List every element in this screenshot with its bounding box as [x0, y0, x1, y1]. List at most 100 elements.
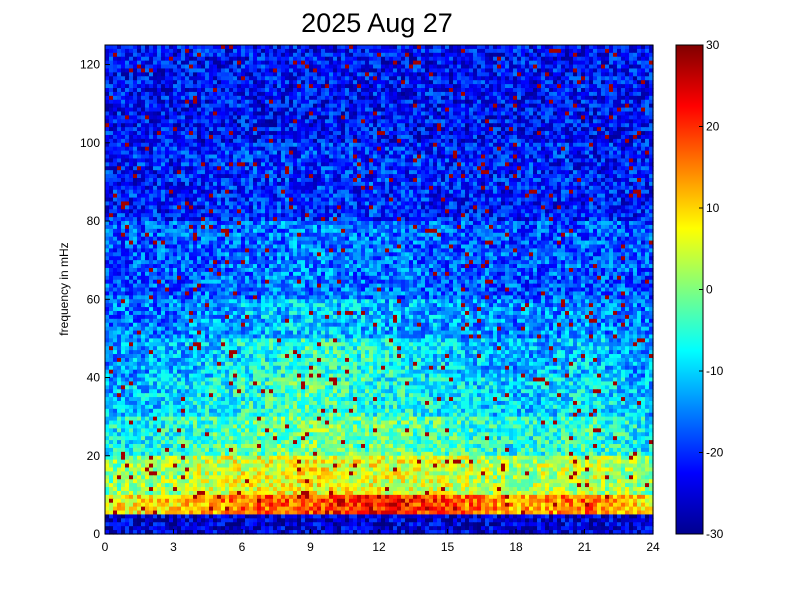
heatmap-cell [509, 178, 514, 183]
heatmap-cell [113, 142, 118, 148]
heatmap-cell [209, 170, 214, 175]
heatmap-cell [513, 107, 518, 113]
heatmap-cell [505, 150, 510, 156]
heatmap-cell [469, 146, 474, 152]
heatmap-cell [253, 107, 258, 113]
heatmap-cell [297, 72, 302, 77]
heatmap-cell [357, 134, 362, 140]
heatmap-cell [649, 119, 654, 124]
heatmap-cell [453, 123, 458, 128]
heatmap-cell [165, 48, 170, 54]
heatmap-cell [265, 123, 270, 128]
heatmap-cell [549, 158, 554, 163]
heatmap-cell [281, 158, 286, 163]
heatmap-cell [525, 107, 530, 113]
heatmap-cell [489, 103, 494, 109]
heatmap-cell [185, 170, 190, 175]
heatmap-cell [189, 174, 194, 179]
heatmap-cell [477, 48, 482, 54]
heatmap-cell [193, 48, 198, 54]
heatmap-cell [201, 154, 206, 160]
heatmap-cell [133, 80, 138, 85]
heatmap-cell [585, 119, 590, 124]
heatmap-cell [493, 99, 498, 105]
heatmap-cell [453, 150, 458, 156]
heatmap-cell [297, 178, 302, 183]
heatmap-cell [269, 142, 274, 148]
heatmap-cell [185, 162, 190, 167]
heatmap-cell [245, 162, 250, 167]
heatmap-cell [245, 91, 250, 97]
heatmap-cell [149, 68, 154, 73]
heatmap-cell [309, 127, 314, 132]
heatmap-cell [605, 88, 610, 93]
heatmap-cell [497, 99, 502, 105]
heatmap-cell [213, 142, 218, 148]
heatmap-cell [189, 154, 194, 160]
heatmap-cell [377, 52, 382, 58]
heatmap-cell [437, 119, 442, 124]
heatmap-cell [241, 45, 246, 50]
heatmap-cell [629, 103, 634, 109]
heatmap-cell [121, 99, 126, 105]
heatmap-cell [581, 119, 586, 124]
heatmap-cell [209, 56, 214, 62]
heatmap-cell [521, 178, 526, 183]
heatmap-cell [629, 123, 634, 128]
heatmap-cell [545, 99, 550, 105]
heatmap-cell [213, 150, 218, 156]
heatmap-cell [213, 170, 218, 175]
heatmap-cell [305, 64, 310, 70]
heatmap-cell [565, 162, 570, 167]
heatmap-cell [565, 68, 570, 73]
heatmap-cell [149, 76, 154, 81]
heatmap-cell [301, 80, 306, 85]
heatmap-cell [545, 56, 550, 62]
heatmap-cell [617, 95, 622, 101]
heatmap-cell [373, 119, 378, 124]
heatmap-cell [201, 80, 206, 85]
heatmap-cell [425, 91, 430, 97]
heatmap-cell [277, 52, 282, 58]
heatmap-cell [357, 150, 362, 156]
heatmap-cell [309, 68, 314, 73]
heatmap-cell [549, 76, 554, 81]
heatmap-cell [565, 178, 570, 183]
heatmap-cell [241, 72, 246, 77]
heatmap-cell [389, 162, 394, 167]
heatmap-cell [541, 76, 546, 81]
heatmap-cell [345, 99, 350, 105]
heatmap-cell [309, 119, 314, 124]
heatmap-cell [609, 48, 614, 54]
heatmap-cell [181, 170, 186, 175]
heatmap-cell [129, 142, 134, 148]
heatmap-cell [613, 170, 618, 175]
heatmap-cell [141, 127, 146, 132]
heatmap-cell [437, 178, 442, 183]
heatmap-cell [109, 64, 114, 70]
heatmap-cell [357, 56, 362, 62]
heatmap-cell [337, 127, 342, 132]
heatmap-cell [201, 131, 206, 136]
heatmap-cell [221, 48, 226, 54]
heatmap-cell [633, 127, 638, 132]
heatmap-cell [305, 76, 310, 81]
heatmap-cell [185, 72, 190, 77]
heatmap-cell [221, 84, 226, 89]
heatmap-cell [137, 103, 142, 109]
heatmap-cell [225, 107, 230, 113]
heatmap-cell [473, 64, 478, 70]
heatmap-cell [617, 131, 622, 136]
heatmap-cell [525, 91, 530, 97]
heatmap-cell [429, 123, 434, 128]
heatmap-cell [457, 146, 462, 152]
heatmap-cell [257, 146, 262, 152]
heatmap-cell [449, 72, 454, 77]
heatmap-cell [253, 115, 258, 120]
heatmap-cell [185, 80, 190, 85]
heatmap-cell [237, 178, 242, 183]
heatmap-cell [417, 131, 422, 136]
heatmap-cell [161, 178, 166, 183]
heatmap-cell [141, 146, 146, 152]
heatmap-cell [217, 91, 222, 97]
